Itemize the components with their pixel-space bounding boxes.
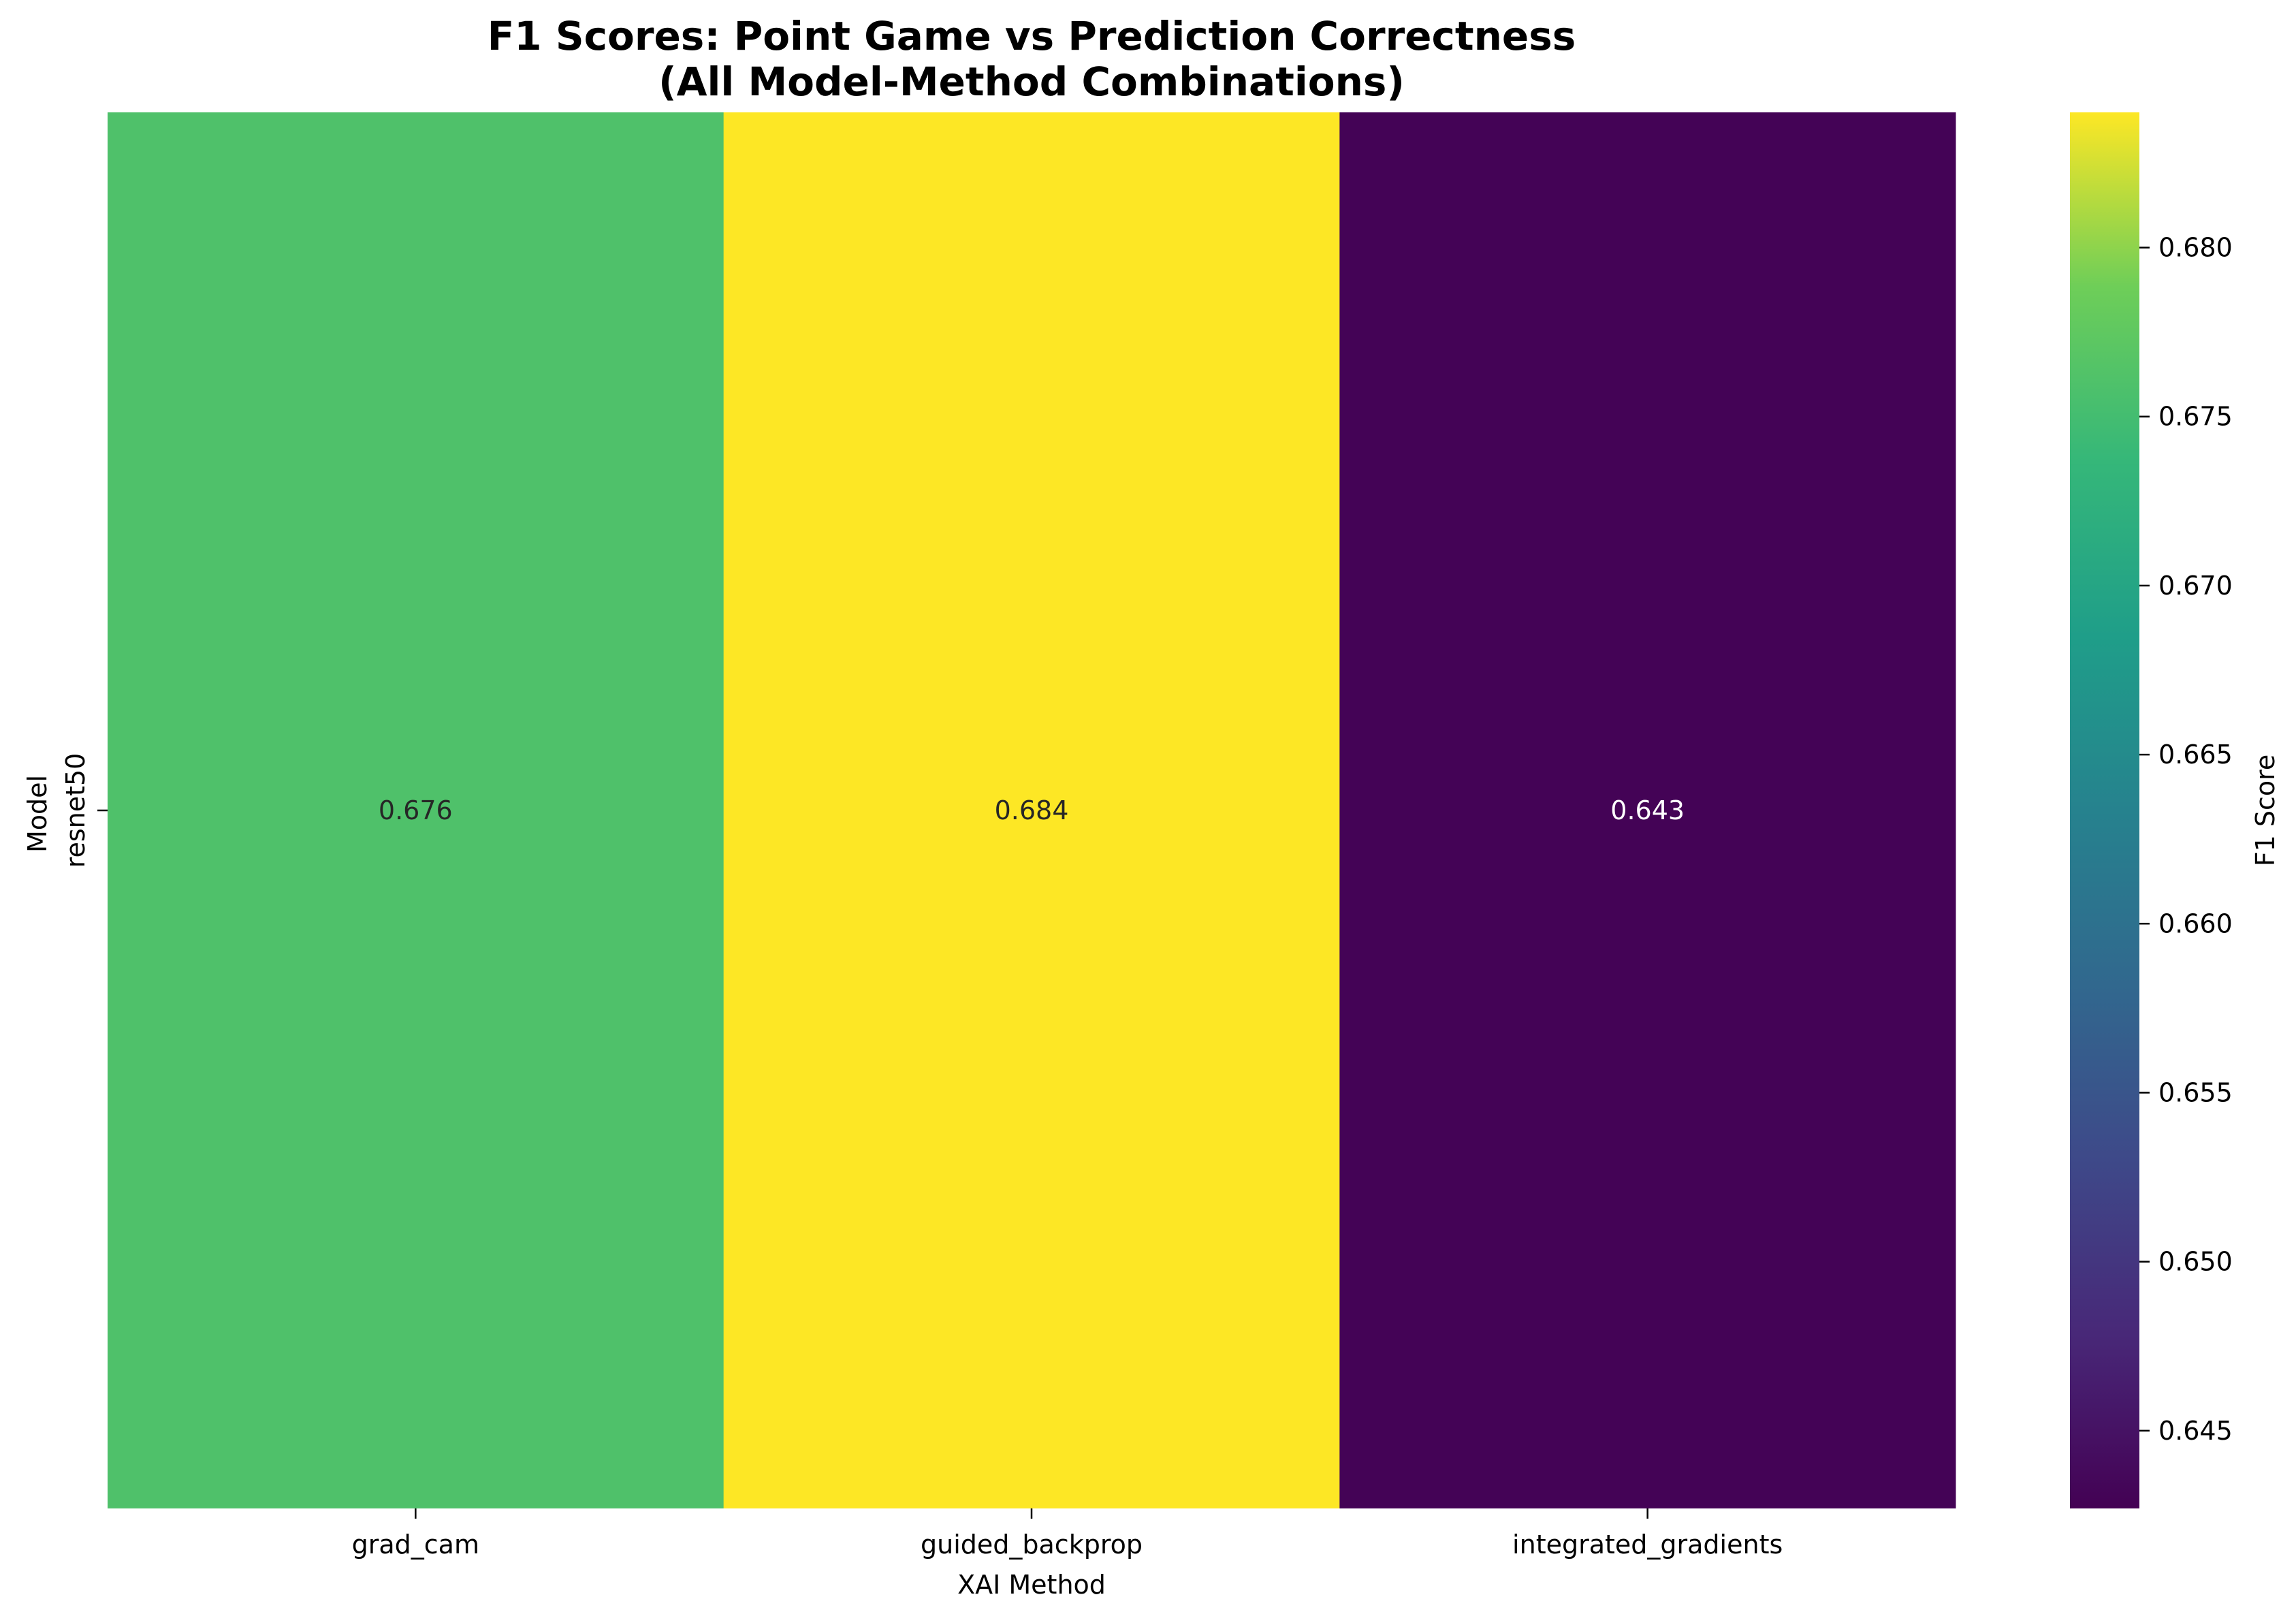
chart-title-line-2: (All Model-Method Combinations) — [658, 59, 1405, 105]
colorbar-ticks: 0.645 0.650 0.655 0.660 0.665 0.670 0.675 0.680 — [2139, 233, 2233, 1446]
chart-title-line-1: F1 Scores: Point Game vs Prediction Corr… — [488, 13, 1576, 59]
colorbar-tick-label-2: 0.655 — [2158, 1077, 2233, 1107]
colorbar-tick-label-1: 0.650 — [2158, 1247, 2233, 1277]
x-tick-label-grad_cam: grad_cam — [352, 1530, 479, 1560]
cell-value-label-grad_cam: 0.676 — [379, 795, 453, 825]
colorbar-tick-label-0: 0.645 — [2158, 1416, 2233, 1446]
colorbar-tick-label-5: 0.670 — [2158, 571, 2233, 601]
x-tick-label-integrated_gradients: integrated_gradients — [1512, 1530, 1783, 1560]
colorbar-tick-label-7: 0.680 — [2158, 233, 2233, 263]
heatmap-cell-resnet50-integrated_gradients — [1339, 112, 1956, 1508]
x-axis-label: XAI Method — [957, 1570, 1106, 1600]
colorbar — [2070, 112, 2139, 1508]
cell-value-label-guided_backprop: 0.684 — [995, 795, 1069, 825]
y-axis-ticks: resnet50 — [61, 753, 108, 868]
y-tick-label-resnet50: resnet50 — [61, 753, 91, 868]
colorbar-tick-label-6: 0.675 — [2158, 402, 2233, 432]
y-axis-label: Model — [22, 775, 52, 853]
colorbar-tick-label-3: 0.660 — [2158, 908, 2233, 938]
colorbar-label: F1 Score — [2250, 755, 2280, 867]
heatmap-cell-resnet50-grad_cam — [108, 112, 724, 1508]
heatmap-cells: 0.676 0.684 0.643 — [108, 112, 1956, 1508]
x-axis-ticks: grad_cam guided_backprop integrated_gradie… — [352, 1508, 1783, 1560]
heatmap-cell-resnet50-guided_backprop — [723, 112, 1340, 1508]
cell-value-label-integrated_gradients: 0.643 — [1610, 795, 1685, 825]
x-tick-label-guided_backprop: guided_backprop — [921, 1530, 1143, 1560]
colorbar-tick-label-4: 0.665 — [2158, 740, 2233, 770]
